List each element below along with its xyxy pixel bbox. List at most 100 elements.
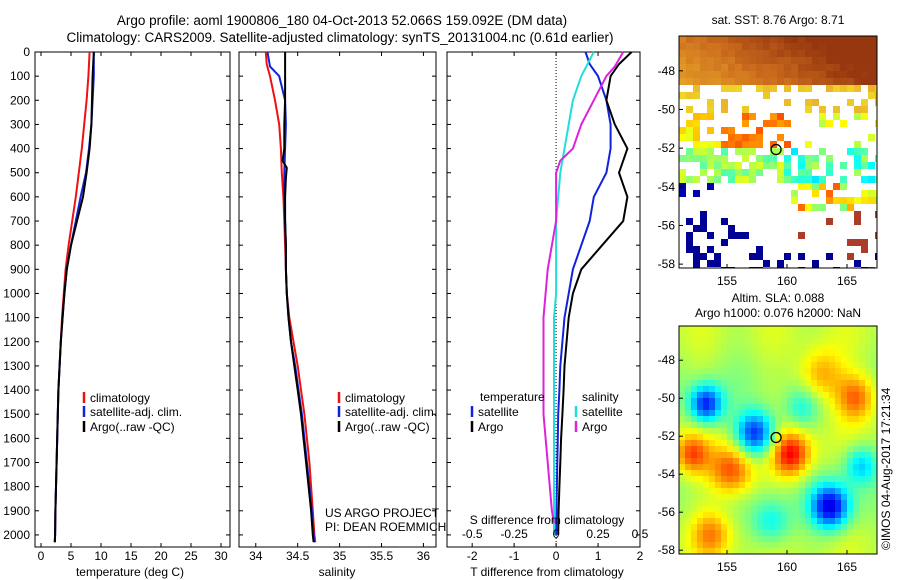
sla-cell (745, 428, 751, 434)
sla-cell (691, 500, 697, 506)
sla-cell (703, 344, 709, 350)
sla-cell (685, 410, 691, 416)
sst-cell (805, 204, 812, 211)
sla-cell (721, 380, 727, 386)
sla-cell (775, 368, 781, 374)
sla-cell (835, 494, 841, 500)
sla-cell (721, 470, 727, 476)
sla-cell (799, 362, 805, 368)
sst-cell (847, 50, 854, 57)
sla-cell (721, 446, 727, 452)
sst-cell (728, 141, 735, 148)
sst-cell (770, 85, 777, 92)
sla-cell (739, 428, 745, 434)
sst-cell (770, 155, 777, 162)
sla-cell (745, 368, 751, 374)
sla-cell (775, 524, 781, 530)
sla-cell (787, 392, 793, 398)
sla-cell (793, 452, 799, 458)
sla-cell (865, 434, 871, 440)
sst-cell (686, 120, 693, 127)
sla-cell (853, 428, 859, 434)
sla-cell (805, 398, 811, 404)
sst-cell (812, 176, 819, 183)
sla-cell (811, 518, 817, 524)
sla-cell (841, 476, 847, 482)
sst-cell (868, 64, 875, 71)
sla-cell (847, 368, 853, 374)
sla-cell (763, 326, 769, 332)
sla-cell (685, 332, 691, 338)
sla-cell (769, 386, 775, 392)
sla-cell (733, 380, 739, 386)
sla-cell (817, 374, 823, 380)
sla-cell (835, 518, 841, 524)
sst-cell (784, 141, 791, 148)
sla-cell (859, 512, 865, 518)
sla-cell (769, 470, 775, 476)
sla-cell (709, 542, 715, 548)
sla-cell (715, 548, 721, 554)
sla-cell (685, 350, 691, 356)
sla-cell (763, 380, 769, 386)
sst-cell (728, 50, 735, 57)
sla-cell (835, 398, 841, 404)
sla-cell (853, 464, 859, 470)
sla-cell (841, 482, 847, 488)
sla-cell (739, 542, 745, 548)
sla-cell (679, 386, 685, 392)
sla-cell (805, 482, 811, 488)
sla-cell (811, 332, 817, 338)
sst-cell (854, 85, 861, 92)
sla-cell (727, 416, 733, 422)
sla-cell (745, 542, 751, 548)
sla-cell (829, 398, 835, 404)
sla-cell (763, 338, 769, 344)
y-tick-label: 600 (10, 190, 30, 204)
sla-cell (691, 410, 697, 416)
sla-cell (721, 530, 727, 536)
x-tick-label: 20 (154, 549, 168, 563)
sst-cell (742, 141, 749, 148)
sla-cell (841, 464, 847, 470)
sla-cell (859, 548, 865, 554)
sla-cell (691, 434, 697, 440)
plot-frame (34, 51, 231, 548)
sla-cell (733, 536, 739, 542)
sla-cell (793, 326, 799, 332)
sst-cell (875, 85, 877, 92)
sla-cell (733, 458, 739, 464)
sla-cell (727, 362, 733, 368)
sla-cell (691, 392, 697, 398)
sla-cell (697, 422, 703, 428)
sst-cell (714, 78, 721, 85)
sla-cell (829, 512, 835, 518)
sla-cell (859, 344, 865, 350)
sst-cell (798, 57, 805, 64)
sla-cell (757, 374, 763, 380)
sst-cell (693, 253, 700, 260)
sla-cell (787, 536, 793, 542)
sst-cell (679, 134, 686, 141)
legend-label: satellite-adj. clim. (90, 405, 182, 419)
sla-cell (805, 368, 811, 374)
sla-cell (691, 452, 697, 458)
sla-cell (811, 506, 817, 512)
sla-cell (763, 452, 769, 458)
sla-cell (757, 464, 763, 470)
sla-cell (817, 476, 823, 482)
sst-cell (770, 78, 777, 85)
sla-cell (751, 326, 757, 332)
sla-cell (865, 422, 871, 428)
sla-cell (769, 488, 775, 494)
sst-cell (686, 64, 693, 71)
sla-cell (865, 326, 871, 332)
sla-cell (811, 440, 817, 446)
y-tick-label: 0 (23, 45, 30, 59)
sla-cell (769, 332, 775, 338)
sla-cell (733, 524, 739, 530)
sst-cell (742, 71, 749, 78)
sla-cell (847, 326, 853, 332)
sla-cell (715, 350, 721, 356)
sla-cell (733, 494, 739, 500)
